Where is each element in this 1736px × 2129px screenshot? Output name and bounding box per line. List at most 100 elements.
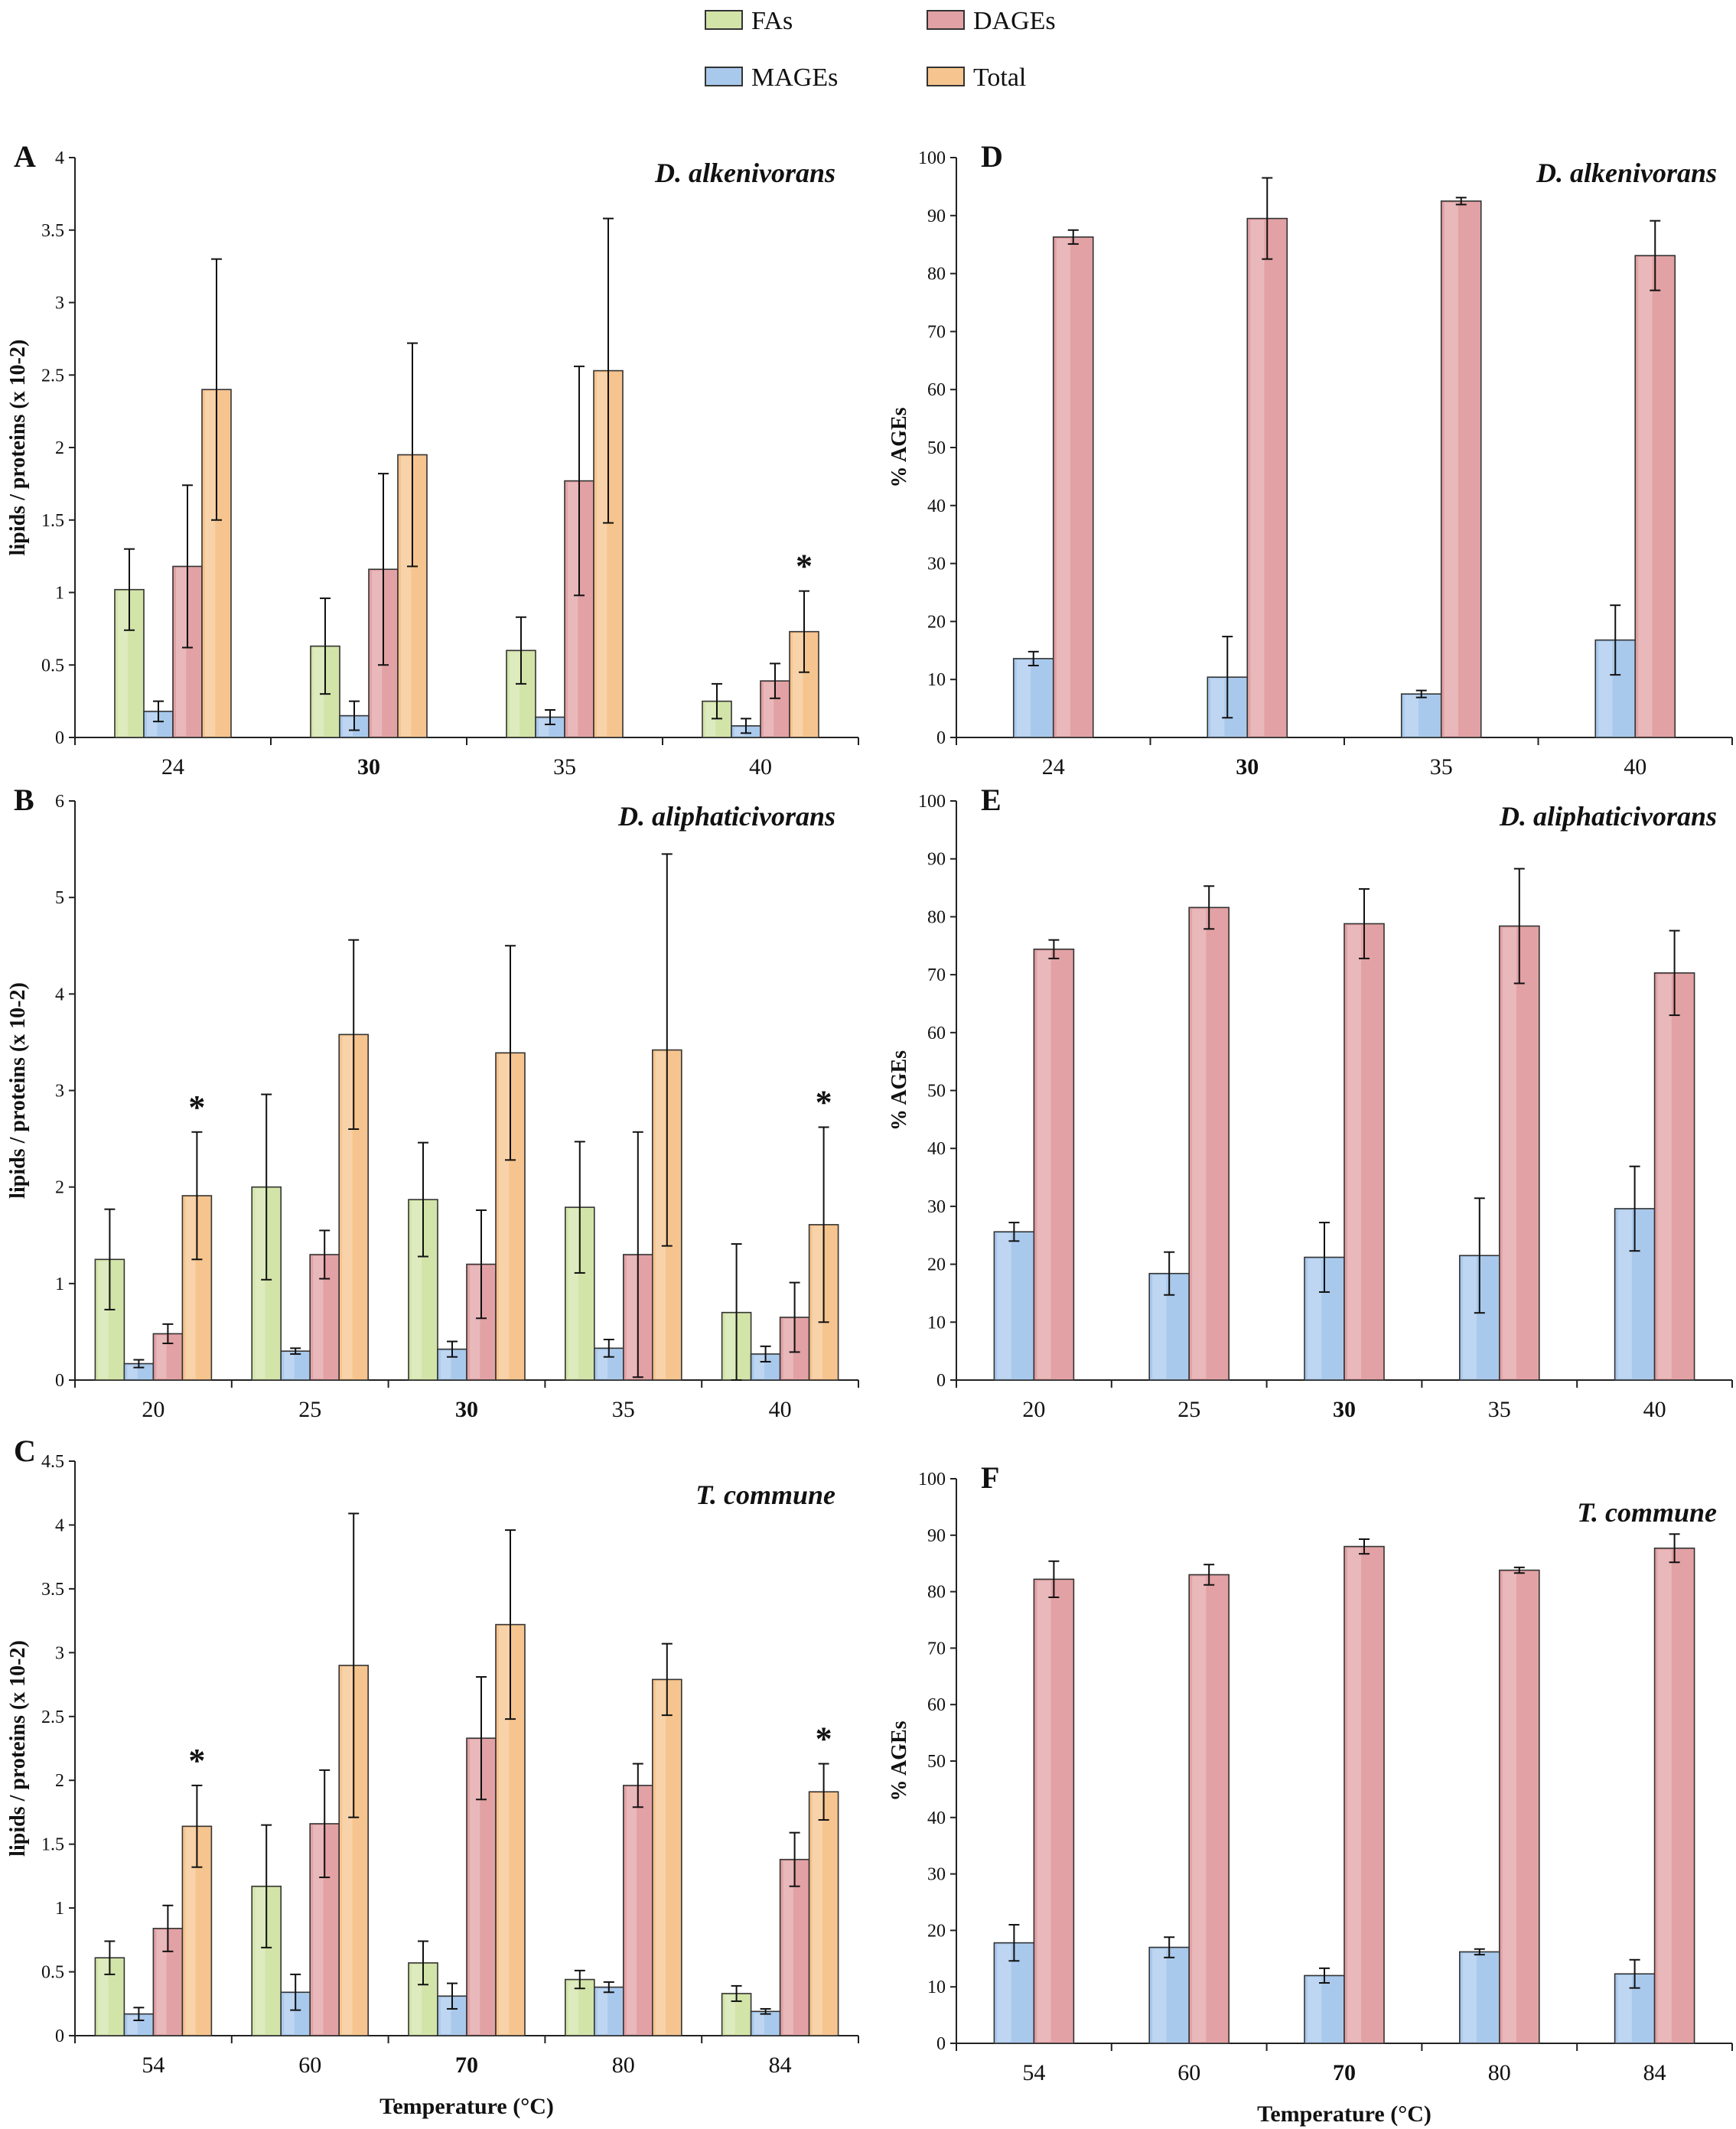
bar-highlight [597, 1349, 608, 1379]
bar-dages [1033, 948, 1075, 1381]
bar-highlight [441, 1997, 451, 2034]
bar-highlight [412, 1201, 422, 1379]
y-tick-label: 2 [55, 1771, 64, 1791]
bar-dages [1052, 236, 1094, 738]
bar-mages [993, 1231, 1035, 1381]
bar-dages [172, 565, 203, 738]
legend-swatch-fas [705, 10, 743, 30]
bar-dages [1188, 907, 1230, 1381]
x-tick-label: 40 [749, 754, 772, 780]
y-tick-label: 1 [55, 1899, 64, 1919]
bar-highlight [1444, 202, 1458, 737]
chart-title: T. commune [695, 1480, 835, 1510]
y-axis-label: lipids / proteins (x 10-2) [6, 1640, 30, 1857]
x-tick-label: 84 [769, 2052, 792, 2078]
y-tick-label: 100 [918, 148, 946, 168]
bar-highlight [1462, 1953, 1477, 2042]
x-tick-label: 60 [298, 2052, 321, 2078]
bar-highlight [156, 1335, 167, 1379]
bar-highlight [764, 682, 774, 736]
y-tick-label: 0.5 [41, 1963, 64, 1983]
chart-panel-c: 0 0.5 1 1.5 2 2.5 3 3.5 4 4.5 lipids / proteins (x… [6, 1434, 859, 2119]
bar-highlight [1152, 1274, 1167, 1379]
bar-highlight [313, 1825, 324, 2034]
significance-marker: * [816, 1083, 832, 1121]
panel-letter: A [14, 139, 36, 174]
y-tick-label: 40 [927, 1139, 946, 1159]
bar-highlight [470, 1740, 480, 2034]
bar-highlight [568, 1981, 579, 2034]
bar-mages [437, 1348, 467, 1381]
bar-highlight [401, 456, 412, 736]
bar-highlight [997, 1944, 1011, 2042]
bar-highlight [1056, 238, 1070, 736]
bar-highlight [1502, 927, 1516, 1379]
bar-highlight [1617, 1209, 1632, 1379]
x-tick-label: 30 [1236, 754, 1259, 780]
x-tick-label: 70 [1333, 2060, 1356, 2085]
y-tick-label: 40 [927, 496, 946, 516]
bar-highlight [441, 1350, 451, 1379]
bar-highlight [499, 1626, 510, 2034]
chart-title: D. alkenivorans [654, 158, 835, 188]
y-tick-label: 20 [927, 1255, 946, 1275]
chart-title: D. alkenivorans [1536, 158, 1717, 188]
bar-highlight [156, 1929, 167, 2034]
bar-mages [1400, 693, 1442, 738]
legend-label-dages: DAGEs [973, 7, 1056, 35]
bar-highlight [812, 1793, 822, 2034]
y-tick-label: 60 [927, 1695, 946, 1715]
bar-highlight [1598, 641, 1613, 736]
x-tick-label: 25 [298, 1397, 321, 1422]
legend-swatch-total [927, 67, 965, 86]
y-tick-label: 2 [55, 438, 64, 458]
bar-highlight [1308, 1258, 1322, 1379]
x-tick-label: 35 [1430, 754, 1453, 780]
y-tick-label: 0 [55, 2026, 64, 2046]
bar-dages [1634, 255, 1676, 738]
y-tick-label: 1.5 [41, 1835, 64, 1855]
y-tick-label: 1 [55, 584, 64, 604]
y-tick-label: 80 [927, 907, 946, 927]
bar-dages [1188, 1574, 1230, 2044]
significance-marker: * [188, 1742, 205, 1779]
y-axis-label: lipids / proteins (x 10-2) [6, 982, 30, 1199]
x-axis-label: Temperature (°C) [379, 2094, 554, 2119]
y-tick-label: 2.5 [41, 366, 64, 386]
bar-highlight [783, 1318, 793, 1379]
y-tick-label: 40 [927, 1808, 946, 1828]
bar-highlight [1347, 1548, 1362, 2042]
bar-dages [1344, 923, 1385, 1381]
bar-highlight [597, 1988, 608, 2034]
panel-letter: F [981, 1460, 999, 1495]
x-tick-label: 40 [1624, 754, 1646, 780]
x-tick-label: 20 [142, 1397, 164, 1422]
y-tick-label: 2 [55, 1178, 64, 1198]
bar-highlight [1657, 974, 1672, 1379]
bar-highlight [98, 1261, 109, 1379]
chart-panel-f: 0 10 20 30 40 50 60 70 80 90 100 % AGEs F T. commune 5… [888, 1460, 1733, 2127]
x-tick-label: 54 [1022, 2060, 1045, 2085]
y-tick-label: 2.5 [41, 1707, 64, 1727]
bar-dages [1344, 1545, 1385, 2044]
bar-highlight [754, 1355, 764, 1379]
bar-highlight [1502, 1571, 1516, 2042]
y-tick-label: 0.5 [41, 656, 64, 675]
bar-fas [114, 588, 145, 738]
bar-highlight [783, 1860, 793, 2034]
bar-highlight [284, 1994, 295, 2034]
bar-highlight [284, 1353, 295, 1379]
bar-dages [1440, 200, 1482, 738]
x-tick-label: 70 [455, 2052, 478, 2078]
bar-total [181, 1825, 213, 2036]
x-tick-label: 24 [161, 754, 184, 780]
y-tick-label: 20 [927, 612, 946, 632]
y-tick-label: 5 [55, 888, 64, 908]
bar-highlight [1308, 1977, 1322, 2042]
y-axis-label: % AGEs [888, 1050, 911, 1131]
bar-dages [1033, 1578, 1075, 2044]
bar-highlight [1462, 1257, 1477, 1379]
bar-highlight [1657, 1549, 1672, 2042]
bar-highlight [725, 1994, 735, 2034]
y-tick-label: 0 [936, 728, 946, 748]
